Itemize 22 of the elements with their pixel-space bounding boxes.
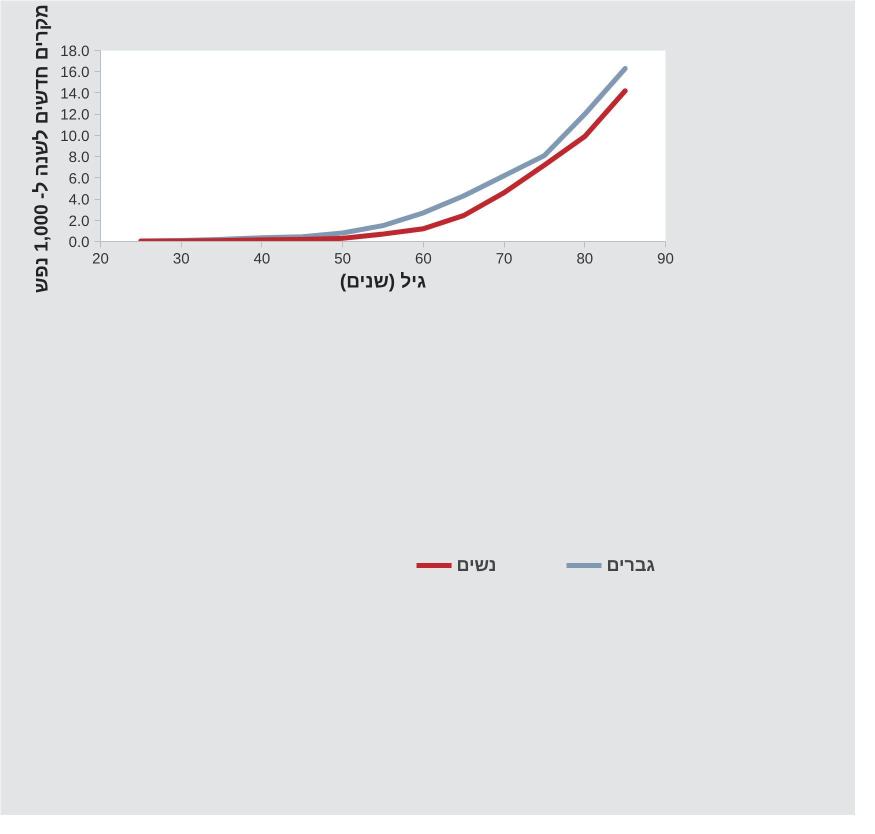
legend-label: גברים <box>606 554 655 576</box>
y-tick-label: 6.0 <box>68 170 90 188</box>
y-tick-label: 10.0 <box>60 128 90 145</box>
legend-label: נשים <box>456 554 496 576</box>
y-tick-label: 14.0 <box>60 85 90 102</box>
x-tick-label: 80 <box>576 250 594 268</box>
x-tick-label: 20 <box>92 250 109 268</box>
y-tick-label: 2.0 <box>68 212 90 230</box>
y-tick-label: 4.0 <box>68 192 90 209</box>
x-tick-label: 60 <box>415 250 432 268</box>
x-tick-label: 90 <box>657 250 674 268</box>
x-axis-title: גיל (שנים) <box>340 272 426 292</box>
y-tick-label: 18.0 <box>60 43 90 60</box>
y-tick-label: 8.0 <box>68 149 90 166</box>
x-tick-label: 70 <box>496 250 512 268</box>
x-tick-label: 40 <box>254 250 270 268</box>
y-tick-label: 0.0 <box>68 234 90 251</box>
y-axis-title: מקרים חדשים לשנה ל- 1,000 נפש <box>31 4 52 294</box>
x-tick-label: 50 <box>334 250 351 268</box>
x-tick-label: 30 <box>172 250 190 268</box>
y-tick-label: 12.0 <box>60 106 90 124</box>
y-tick-label: 16.0 <box>60 64 90 82</box>
